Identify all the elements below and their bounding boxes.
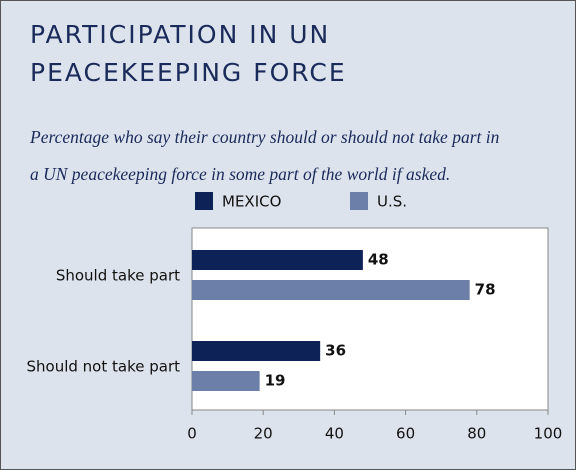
legend-label: MEXICO bbox=[222, 193, 281, 211]
value-label: 78 bbox=[475, 281, 496, 299]
value-label: 19 bbox=[265, 372, 286, 390]
legend-label: U.S. bbox=[377, 193, 407, 211]
chart-title: PARTICIPATION IN UN bbox=[30, 20, 330, 49]
category-label: Should not take part bbox=[27, 358, 181, 376]
bar bbox=[192, 250, 363, 270]
chart-subtitle: a UN peacekeeping force in some part of … bbox=[30, 164, 450, 184]
legend-swatch bbox=[350, 192, 368, 210]
chart-title: PEACEKEEPING FORCE bbox=[30, 58, 347, 87]
value-label: 36 bbox=[325, 342, 346, 360]
x-tick-label: 40 bbox=[325, 425, 344, 443]
value-label: 48 bbox=[368, 251, 389, 269]
x-tick-label: 80 bbox=[467, 425, 486, 443]
x-tick-label: 20 bbox=[254, 425, 273, 443]
x-tick-label: 100 bbox=[534, 425, 563, 443]
bar bbox=[192, 280, 470, 300]
bar bbox=[192, 341, 321, 361]
category-label: Should take part bbox=[56, 267, 180, 285]
x-tick-label: 0 bbox=[187, 425, 197, 443]
legend-swatch bbox=[195, 192, 213, 210]
bar bbox=[192, 371, 260, 391]
x-tick-label: 60 bbox=[396, 425, 415, 443]
chart-subtitle: Percentage who say their country should … bbox=[29, 127, 500, 147]
